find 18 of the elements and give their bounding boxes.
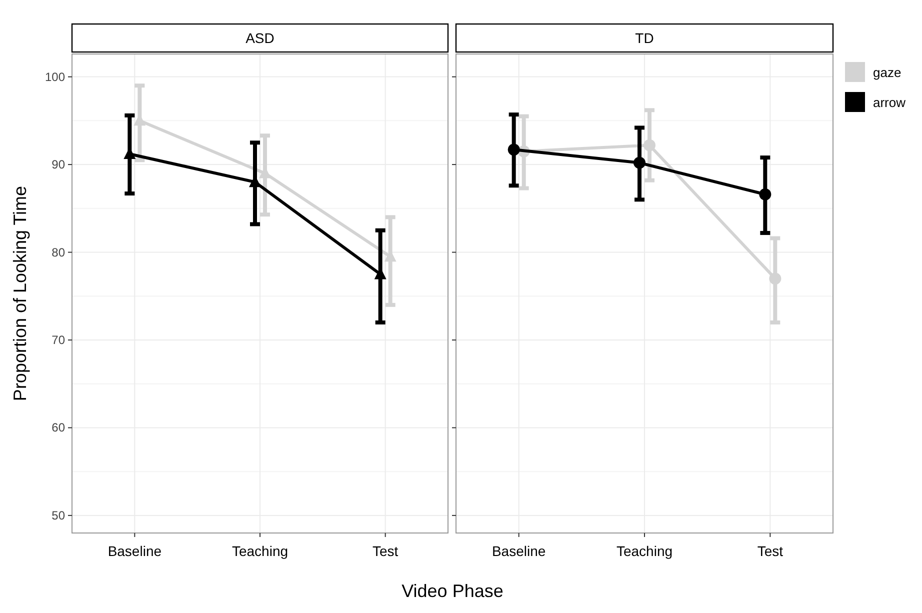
- y-axis-title: Proportion of Looking Time: [10, 186, 30, 402]
- y-tick-label: 50: [52, 508, 66, 522]
- y-tick-label: 90: [52, 158, 66, 172]
- legend-label: arrow: [873, 95, 906, 110]
- chart-title: ASD: [246, 30, 274, 46]
- y-tick-label: 60: [52, 420, 66, 435]
- y-tick-label: 100: [44, 70, 66, 84]
- chart-title: TD: [635, 30, 654, 46]
- x-tick-label: Baseline: [108, 543, 162, 559]
- legend-label: gaze: [873, 65, 902, 80]
- x-tick-label: Test: [757, 543, 784, 559]
- x-tick-label: Teaching: [232, 543, 288, 559]
- x-axis-title: Video Phase: [402, 581, 504, 601]
- x-tick-label: Baseline: [492, 543, 546, 559]
- y-tick-label: 80: [52, 245, 66, 260]
- x-tick-label: Test: [372, 543, 398, 559]
- y-tick-label: 70: [52, 332, 66, 347]
- x-tick-label: Teaching: [616, 543, 673, 559]
